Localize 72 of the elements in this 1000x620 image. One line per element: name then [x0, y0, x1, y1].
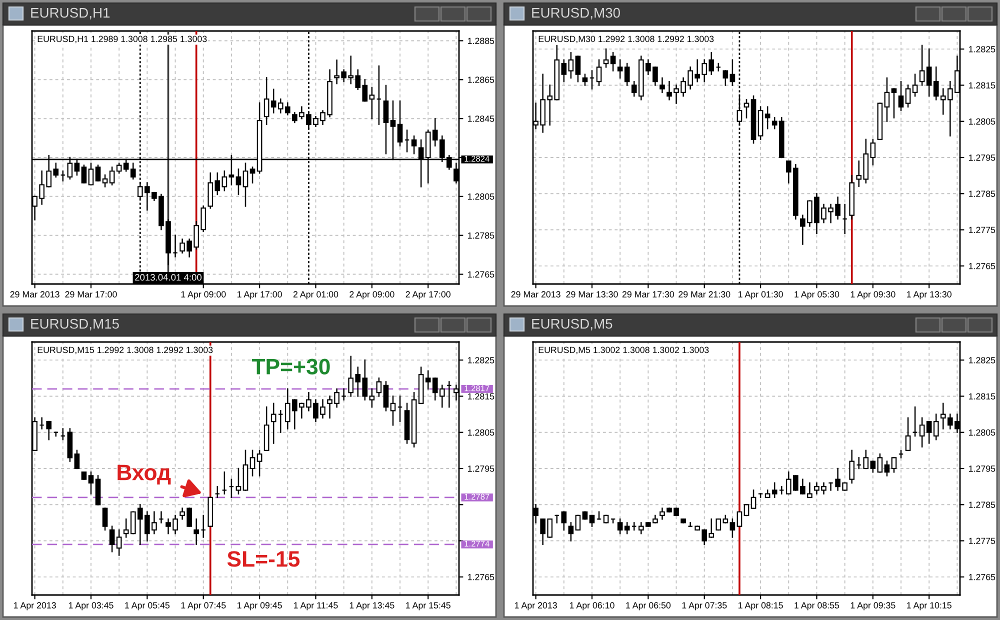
- x-tick-label: 2 Apr 17:00: [406, 291, 450, 300]
- y-tick-label: 1.2815: [969, 393, 996, 400]
- y-tick-label: 1.2845: [468, 116, 494, 122]
- y-tick-label: 1.2825: [969, 357, 996, 364]
- chart-title: EURUSD,M15: [31, 318, 119, 330]
- x-tick-label: 1 Apr 07:45: [181, 602, 226, 610]
- y-tick-label: 1.2815: [468, 393, 494, 400]
- y-tick-label: 1.2865: [468, 76, 494, 83]
- y-tick-label: 1.2785: [468, 232, 494, 239]
- ref-line-label: 1.2774: [464, 540, 490, 547]
- x-tick-label: 2 Apr 09:00: [350, 291, 394, 300]
- y-tick-label: 1.2795: [969, 466, 996, 472]
- x-tick-label: 1 Apr 05:30: [794, 291, 840, 300]
- y-tick-label: 1.2765: [969, 262, 996, 270]
- y-tick-label: 1.2765: [969, 574, 996, 580]
- x-tick-label: 1 Apr 09:00: [181, 291, 226, 300]
- x-tick-label: 29 Mar 13:30: [566, 291, 618, 298]
- y-tick-label: 1.2765: [468, 574, 494, 580]
- y-tick-label: 1.2805: [969, 429, 996, 436]
- x-tick-label: 1 Apr 15:45: [406, 602, 450, 610]
- y-tick-label: 1.2775: [969, 538, 996, 544]
- ref-line-label: 1.2787: [464, 494, 490, 500]
- ref-line-label: 1.2817: [464, 385, 490, 392]
- chart-subtitle: EURUSD,M15 1.2992 1.3008 1.2992 1.3003: [38, 346, 213, 354]
- y-tick-label: 1.2765: [468, 271, 494, 278]
- x-tick-label: 1 Apr 10:15: [907, 602, 952, 610]
- annotation: 2013.04.01 4:00: [135, 274, 202, 281]
- annotation: Вход: [118, 464, 171, 485]
- y-tick-label: 1.2805: [468, 429, 494, 436]
- ref-line-label: 1.2824: [464, 156, 490, 162]
- chart-title: EURUSD,M5: [532, 318, 612, 330]
- y-tick-label: 1.2825: [969, 46, 996, 52]
- y-tick-label: 1.2785: [969, 502, 996, 508]
- y-tick-label: 1.2795: [969, 154, 996, 161]
- x-tick-label: 2 Apr 01:00: [293, 291, 338, 300]
- annotation: SL=-15: [227, 551, 300, 567]
- y-tick-label: 1.2815: [969, 82, 996, 89]
- y-tick-label: 1.2885: [468, 38, 494, 44]
- x-tick-label: 1 Apr 01:30: [738, 291, 783, 300]
- y-tick-label: 1.2825: [468, 357, 494, 364]
- y-tick-label: 1.2775: [969, 226, 996, 234]
- y-tick-label: 1.2785: [969, 190, 996, 197]
- x-tick-label: 29 Mar 2013: [10, 291, 60, 298]
- x-tick-label: 29 Mar 17:00: [65, 291, 117, 298]
- annotation: TP=+30: [252, 358, 330, 375]
- x-tick-label: 29 Mar 17:30: [622, 291, 674, 298]
- chart-subtitle: EURUSD,H1 1.2989 1.3008 1.2985 1.3003: [38, 36, 207, 44]
- chart-title: EURUSD,M30: [532, 8, 620, 20]
- x-tick-label: 1 Apr 17:00: [237, 291, 282, 300]
- x-tick-label: 29 Mar 2013: [511, 291, 560, 298]
- x-tick-label: 1 Apr 2013: [514, 602, 557, 610]
- x-tick-label: 1 Apr 11:45: [294, 602, 338, 610]
- x-tick-label: 1 Apr 08:55: [794, 602, 840, 610]
- x-tick-label: 1 Apr 13:30: [907, 291, 952, 300]
- x-tick-label: 1 Apr 09:45: [237, 602, 282, 610]
- x-tick-label: 1 Apr 06:10: [570, 602, 614, 610]
- x-tick-label: 1 Apr 09:35: [850, 602, 896, 610]
- chart-title: EURUSD,H1: [31, 8, 110, 20]
- x-tick-label: 29 Mar 21:30: [678, 291, 730, 298]
- x-tick-label: 1 Apr 09:30: [850, 291, 896, 300]
- y-tick-label: 1.2795: [468, 466, 494, 472]
- x-tick-label: 1 Apr 08:15: [738, 602, 783, 610]
- x-tick-label: 1 Apr 2013: [14, 602, 56, 610]
- y-tick-label: 1.2805: [969, 118, 996, 125]
- y-tick-label: 1.2805: [468, 193, 494, 200]
- x-tick-label: 1 Apr 13:45: [350, 602, 394, 610]
- x-tick-label: 1 Apr 06:50: [626, 602, 671, 610]
- chart-subtitle: EURUSD,M5 1.3002 1.3008 1.3002 1.3003: [538, 346, 709, 354]
- chart-subtitle: EURUSD,M30 1.2992 1.3008 1.2992 1.3003: [538, 36, 714, 44]
- x-tick-label: 1 Apr 05:45: [125, 602, 170, 610]
- x-tick-label: 1 Apr 07:35: [682, 602, 727, 610]
- x-tick-label: 1 Apr 03:45: [68, 602, 114, 610]
